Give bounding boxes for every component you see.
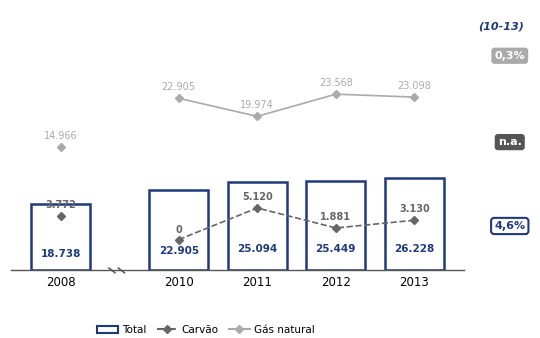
Bar xyxy=(31,204,90,270)
Text: 25.449: 25.449 xyxy=(315,244,356,254)
Bar xyxy=(149,190,208,270)
Text: 1.881: 1.881 xyxy=(320,212,352,222)
Text: 5.120: 5.120 xyxy=(242,192,273,202)
Text: 14.966: 14.966 xyxy=(44,131,78,141)
Legend: Total, Carvão, Gás natural: Total, Carvão, Gás natural xyxy=(93,321,319,338)
Text: 25.094: 25.094 xyxy=(237,244,278,255)
Text: (10-13): (10-13) xyxy=(478,21,524,31)
Text: 0,3%: 0,3% xyxy=(495,51,525,61)
Text: 3.772: 3.772 xyxy=(45,200,76,210)
Text: 18.738: 18.738 xyxy=(40,248,81,259)
Text: 4,6%: 4,6% xyxy=(494,221,525,231)
Text: 22.905: 22.905 xyxy=(161,82,195,92)
Bar xyxy=(306,181,365,270)
Text: n.a.: n.a. xyxy=(498,137,522,147)
Text: 26.228: 26.228 xyxy=(394,244,435,254)
Bar xyxy=(228,182,287,270)
Text: 3.130: 3.130 xyxy=(399,204,430,214)
Text: 23.098: 23.098 xyxy=(397,81,431,91)
Text: 22.905: 22.905 xyxy=(159,246,199,256)
Text: 23.568: 23.568 xyxy=(319,78,353,88)
Bar xyxy=(385,178,444,270)
Text: 19.974: 19.974 xyxy=(240,100,274,110)
Text: 0: 0 xyxy=(176,225,182,235)
